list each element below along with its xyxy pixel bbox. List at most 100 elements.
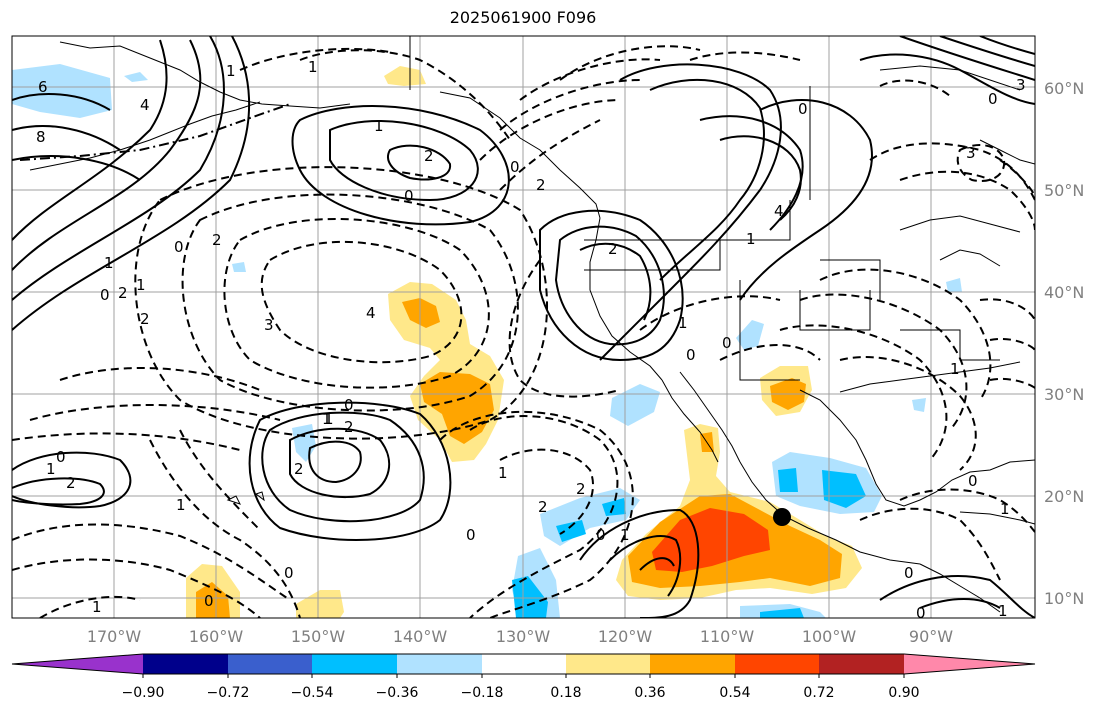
contour-label: 1 xyxy=(176,496,186,514)
contour-label: 4 xyxy=(140,96,150,114)
colorbar-segment xyxy=(12,654,143,674)
contour-label: 1 xyxy=(746,230,756,248)
negative-anomaly-region xyxy=(124,72,148,82)
contour-label: 1 xyxy=(324,410,334,428)
colorbar-segment xyxy=(228,654,312,674)
positive-anomaly-region xyxy=(652,508,770,572)
colorbar-segment xyxy=(735,654,819,674)
contour-label: 2 xyxy=(66,474,76,492)
contour-label: 0 xyxy=(100,286,110,304)
contour-label: 1 xyxy=(308,58,318,76)
graticule xyxy=(12,36,1035,618)
positive-anomaly-region xyxy=(296,590,344,618)
contour-label: 1 xyxy=(136,276,146,294)
contour-label: 2 xyxy=(576,480,586,498)
colorbar-tick-label: −0.36 xyxy=(376,685,419,701)
negative-anomaly-region xyxy=(822,470,866,508)
contour-label: 1 xyxy=(498,464,508,482)
contour-label: 4 xyxy=(774,202,784,220)
contour-label: 1 xyxy=(92,598,102,616)
contour-label: 1 xyxy=(226,62,236,80)
contour-label: 2 xyxy=(536,176,546,194)
contour-label: 2 xyxy=(118,284,128,302)
negative-anomaly-region xyxy=(232,262,246,272)
contour-label: 3 xyxy=(966,144,976,162)
colorbar-tick-label: 0.90 xyxy=(888,685,919,701)
lon-label: 130°W xyxy=(496,627,551,646)
lon-label: 150°W xyxy=(291,627,346,646)
contour-label: 2 xyxy=(424,147,434,165)
positive-anomaly-region xyxy=(384,66,426,86)
negative-anomaly-region xyxy=(556,520,586,542)
contour-label: 0 xyxy=(722,334,732,352)
contour-label: 6 xyxy=(38,78,48,96)
colorbar xyxy=(11,653,1036,678)
contour-label: 0 xyxy=(686,346,696,364)
contour-label: 0 xyxy=(916,604,926,622)
contour-label: 0 xyxy=(596,526,606,544)
lon-label: 170°W xyxy=(87,627,142,646)
positive-contours xyxy=(12,36,1035,618)
colorbar-segment xyxy=(143,654,228,674)
colorbar-segment xyxy=(397,654,482,674)
lon-label: 160°W xyxy=(189,627,244,646)
contour-label: 2 xyxy=(608,240,618,258)
contour-label: 2 xyxy=(140,310,150,328)
coastlines xyxy=(29,36,1035,613)
contour-label: 0 xyxy=(404,187,414,205)
lat-label: 40°N xyxy=(1044,283,1084,302)
lon-label: 110°W xyxy=(700,627,755,646)
map-title: 2025061900 F096 xyxy=(449,8,597,27)
contour-label: 3 xyxy=(264,316,274,334)
contour-label: 8 xyxy=(36,128,46,146)
storm-position-marker xyxy=(773,508,791,526)
colorbar-tick-label: 0.18 xyxy=(550,685,581,701)
negative-anomaly-region xyxy=(946,278,962,292)
colorbar-segment xyxy=(904,654,1035,674)
positive-anomaly-region xyxy=(402,298,440,328)
contour-label: 0 xyxy=(988,90,998,108)
lat-label: 10°N xyxy=(1044,589,1084,608)
contour-label: 0 xyxy=(466,526,476,544)
colorbar-tick-label: −0.18 xyxy=(461,685,504,701)
positive-anomaly-region xyxy=(196,582,230,618)
anomaly-shading xyxy=(12,64,962,618)
contour-label: 3 xyxy=(1016,76,1026,94)
colorbar-tick-label: −0.54 xyxy=(291,685,334,701)
contour-label: 0 xyxy=(56,448,66,466)
contour-label: 2 xyxy=(538,498,548,516)
contour-label: 1 xyxy=(620,526,630,544)
contour-label: 2 xyxy=(212,231,222,249)
lat-label: 50°N xyxy=(1044,181,1084,200)
lat-label: 20°N xyxy=(1044,487,1084,506)
negative-anomaly-region xyxy=(912,398,926,412)
contour-label: 0 xyxy=(174,238,184,256)
colorbar-segment xyxy=(819,654,904,674)
negative-anomaly-region xyxy=(778,468,798,492)
contour-label: 0 xyxy=(510,158,520,176)
contour-label: 1 xyxy=(46,460,56,478)
contour-label: 2 xyxy=(344,418,354,436)
contour-label: 0 xyxy=(798,100,808,118)
contour-label: 1 xyxy=(950,360,960,378)
colorbar-labels: −0.90 −0.72 −0.54 −0.36 −0.18 0.18 0.36 … xyxy=(122,685,920,701)
contour-label: 0 xyxy=(968,472,978,490)
negative-contours xyxy=(12,45,1035,618)
colorbar-tick-label: 0.72 xyxy=(803,685,834,701)
colorbar-segment xyxy=(650,654,735,674)
lon-label: 140°W xyxy=(393,627,448,646)
colorbar-tick-label: −0.90 xyxy=(122,685,165,701)
dateline-coast xyxy=(19,103,291,161)
contour-label: 1 xyxy=(322,410,332,428)
contour-label: 1 xyxy=(678,314,688,332)
latitude-axis: 60°N 50°N 40°N 30°N 20°N 10°N xyxy=(1044,79,1084,608)
colorbar-tick-label: −0.72 xyxy=(207,685,250,701)
contour-label: 2 xyxy=(294,460,304,478)
map-border xyxy=(11,35,1036,619)
lat-label: 60°N xyxy=(1044,79,1084,98)
contour-label: 1 xyxy=(998,602,1008,620)
colorbar-segment xyxy=(312,654,397,674)
contour-label: 0 xyxy=(344,396,354,414)
lon-label: 120°W xyxy=(598,627,653,646)
